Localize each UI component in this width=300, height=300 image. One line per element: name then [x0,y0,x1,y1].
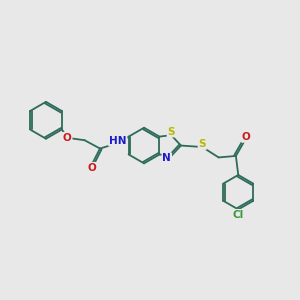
Text: S: S [199,139,206,149]
Text: N: N [162,153,171,163]
Text: O: O [63,133,72,143]
Text: HN: HN [109,136,127,146]
Text: O: O [87,163,96,173]
Text: O: O [242,132,251,142]
Text: S: S [167,127,175,136]
Text: Cl: Cl [232,210,244,220]
